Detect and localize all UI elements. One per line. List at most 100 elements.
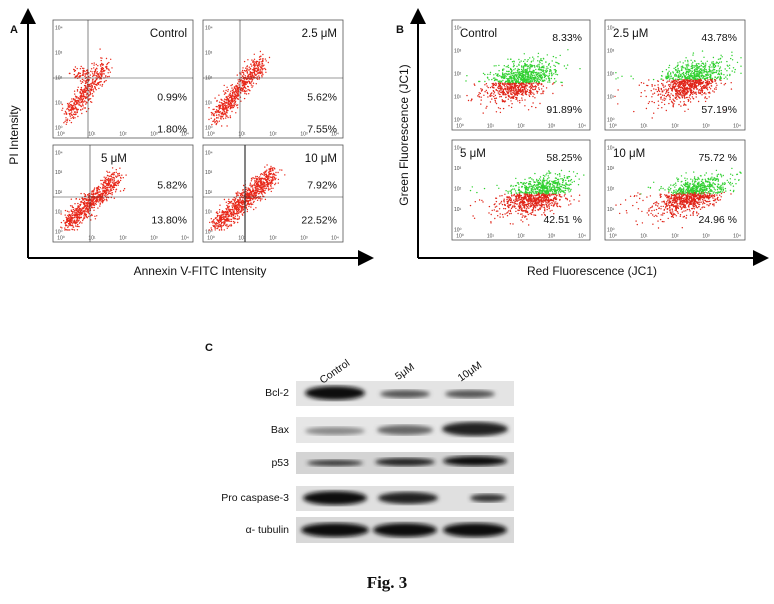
cell-dot [263, 191, 266, 194]
cell-dot [74, 208, 76, 210]
cell-dot [235, 201, 237, 204]
cell-dot [675, 93, 677, 95]
cell-dot [515, 96, 517, 99]
cell-dot [229, 202, 231, 204]
cell-dot [547, 81, 549, 83]
cell-dot [261, 69, 263, 71]
cell-dot [233, 206, 236, 209]
cell-dot [492, 86, 494, 89]
cell-dot [264, 166, 266, 168]
cell-dot [547, 75, 549, 78]
cell-dot [221, 103, 224, 105]
cell-dot [519, 90, 521, 92]
cell-dot [234, 215, 236, 217]
cell-dot [667, 80, 669, 82]
cell-dot [668, 91, 670, 94]
cell-dot [232, 217, 234, 219]
cell-dot [511, 72, 513, 75]
cell-dot [223, 198, 226, 201]
cell-dot [107, 76, 109, 78]
cell-dot [222, 90, 225, 92]
cell-dot [94, 72, 96, 74]
cell-dot [218, 214, 220, 217]
cell-dot [99, 197, 101, 200]
cell-dot [99, 64, 102, 66]
cell-dot [84, 213, 86, 216]
cell-dot [89, 93, 92, 95]
cell-dot [256, 191, 258, 193]
cell-dot [676, 98, 678, 100]
cell-dot [258, 197, 260, 200]
cell-dot [262, 74, 264, 76]
cell-dot [524, 99, 526, 101]
cell-dot [78, 219, 80, 221]
cell-dot [546, 74, 548, 77]
cell-dot [226, 225, 228, 227]
cell-dot [90, 199, 92, 201]
panel-label: A [10, 24, 18, 36]
cell-dot [106, 191, 108, 193]
cell-dot [93, 62, 95, 64]
cell-dot [78, 104, 80, 106]
cell-dot [110, 173, 113, 176]
cell-dot [520, 68, 523, 71]
cell-dot [84, 205, 87, 207]
cell-dot [232, 220, 235, 223]
cell-dot [271, 182, 274, 184]
cell-dot [223, 84, 225, 87]
cell-dot [229, 218, 231, 220]
cell-dot [250, 203, 252, 205]
cell-dot [228, 207, 230, 209]
cell-dot [67, 225, 70, 227]
cell-dot [70, 214, 72, 217]
cell-dot [88, 85, 90, 87]
cell-dot [249, 90, 251, 92]
cell-dot [256, 189, 258, 192]
cell-dot [501, 68, 504, 71]
cell-dot [241, 87, 243, 89]
cell-dot [99, 81, 101, 83]
cell-dot [235, 112, 237, 114]
cell-dot [77, 102, 79, 104]
tick-label: 10³ [607, 48, 615, 54]
cell-dot [74, 95, 77, 97]
cell-dot [208, 118, 210, 121]
cell-dot [243, 81, 246, 83]
cell-dot [501, 86, 503, 88]
cell-dot [255, 74, 257, 77]
cell-dot [66, 102, 69, 105]
cell-dot [237, 98, 240, 100]
cell-dot [108, 182, 111, 185]
cell-dot [691, 67, 694, 70]
cell-dot [79, 208, 82, 210]
cell-dot [487, 96, 489, 98]
cell-dot [62, 107, 64, 110]
cell-dot [527, 78, 530, 80]
cell-dot [531, 84, 533, 86]
cell-dot [686, 68, 689, 70]
cell-dot [478, 94, 480, 96]
cell-dot [691, 63, 693, 65]
cell-dot [539, 67, 541, 69]
cell-dot [221, 116, 223, 118]
cell-dot [223, 213, 225, 215]
plot-title: 2.5 μM [302, 28, 337, 40]
cell-dot [694, 92, 696, 95]
cell-dot [270, 167, 272, 169]
cell-dot [229, 209, 231, 211]
cell-dot [216, 106, 218, 108]
cell-dot [247, 59, 249, 61]
cell-dot [551, 83, 554, 85]
tick-label: 10³ [548, 123, 556, 129]
plot-title: Control [460, 28, 497, 40]
cell-dot [99, 187, 102, 189]
cell-dot [506, 88, 509, 91]
cell-dot [85, 210, 87, 213]
cell-dot [698, 67, 700, 70]
cell-dot [695, 63, 698, 65]
cell-dot [224, 105, 227, 107]
cell-dot [240, 89, 242, 92]
cell-dot [524, 65, 526, 67]
cell-dot [87, 194, 89, 196]
cell-dot [115, 171, 118, 173]
